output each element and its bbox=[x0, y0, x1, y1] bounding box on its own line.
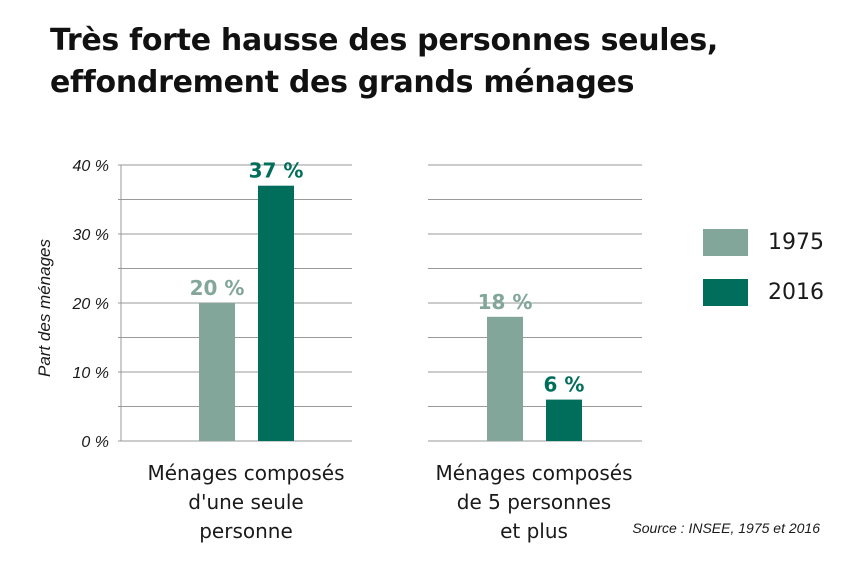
chart-title: Très forte hausse des personnes seules, … bbox=[50, 20, 830, 104]
data-label-2016: 37 % bbox=[249, 159, 304, 183]
y-tick-label: 30 % bbox=[73, 227, 109, 244]
y-tick-label: 0 % bbox=[81, 434, 109, 451]
category-label-1-line-2: d'une seule personne bbox=[188, 490, 304, 543]
title-line-1: Très forte hausse des personnes seules, bbox=[50, 23, 718, 58]
legend-label-1975: 1975 bbox=[768, 230, 824, 255]
data-label-1975: 20 % bbox=[190, 276, 245, 300]
source-note: Source : INSEE, 1975 et 2016 bbox=[632, 520, 820, 536]
y-tick-label: 20 % bbox=[72, 296, 109, 313]
y-axis-label: Part des ménages bbox=[35, 239, 54, 377]
legend-swatch-1975 bbox=[703, 229, 748, 256]
title-line-2: effondrement des grands ménages bbox=[50, 65, 635, 100]
legend-item-2016: 2016 bbox=[703, 279, 824, 306]
category-label-1: Ménages composés d'une seule personne bbox=[140, 459, 352, 546]
legend-swatch-2016 bbox=[703, 279, 748, 306]
category-label-2-line-2: de 5 personnes bbox=[456, 490, 612, 514]
category-label-2-line-3: et plus bbox=[500, 519, 568, 543]
legend-label-2016: 2016 bbox=[768, 280, 824, 305]
category-label-1-line-1: Ménages composés bbox=[147, 461, 345, 485]
category-label-2-line-1: Ménages composés bbox=[435, 461, 633, 485]
legend-item-1975: 1975 bbox=[703, 229, 824, 256]
bar-1975 bbox=[487, 316, 523, 441]
y-tick-label: 10 % bbox=[73, 365, 109, 382]
data-label-2016: 6 % bbox=[544, 373, 585, 397]
bar-2016 bbox=[546, 399, 582, 441]
bar-1975 bbox=[199, 303, 235, 441]
bar-2016 bbox=[258, 185, 294, 441]
category-label-2: Ménages composés de 5 personnes et plus bbox=[428, 459, 640, 546]
data-label-1975: 18 % bbox=[478, 290, 533, 314]
y-tick-label: 40 % bbox=[73, 158, 109, 175]
